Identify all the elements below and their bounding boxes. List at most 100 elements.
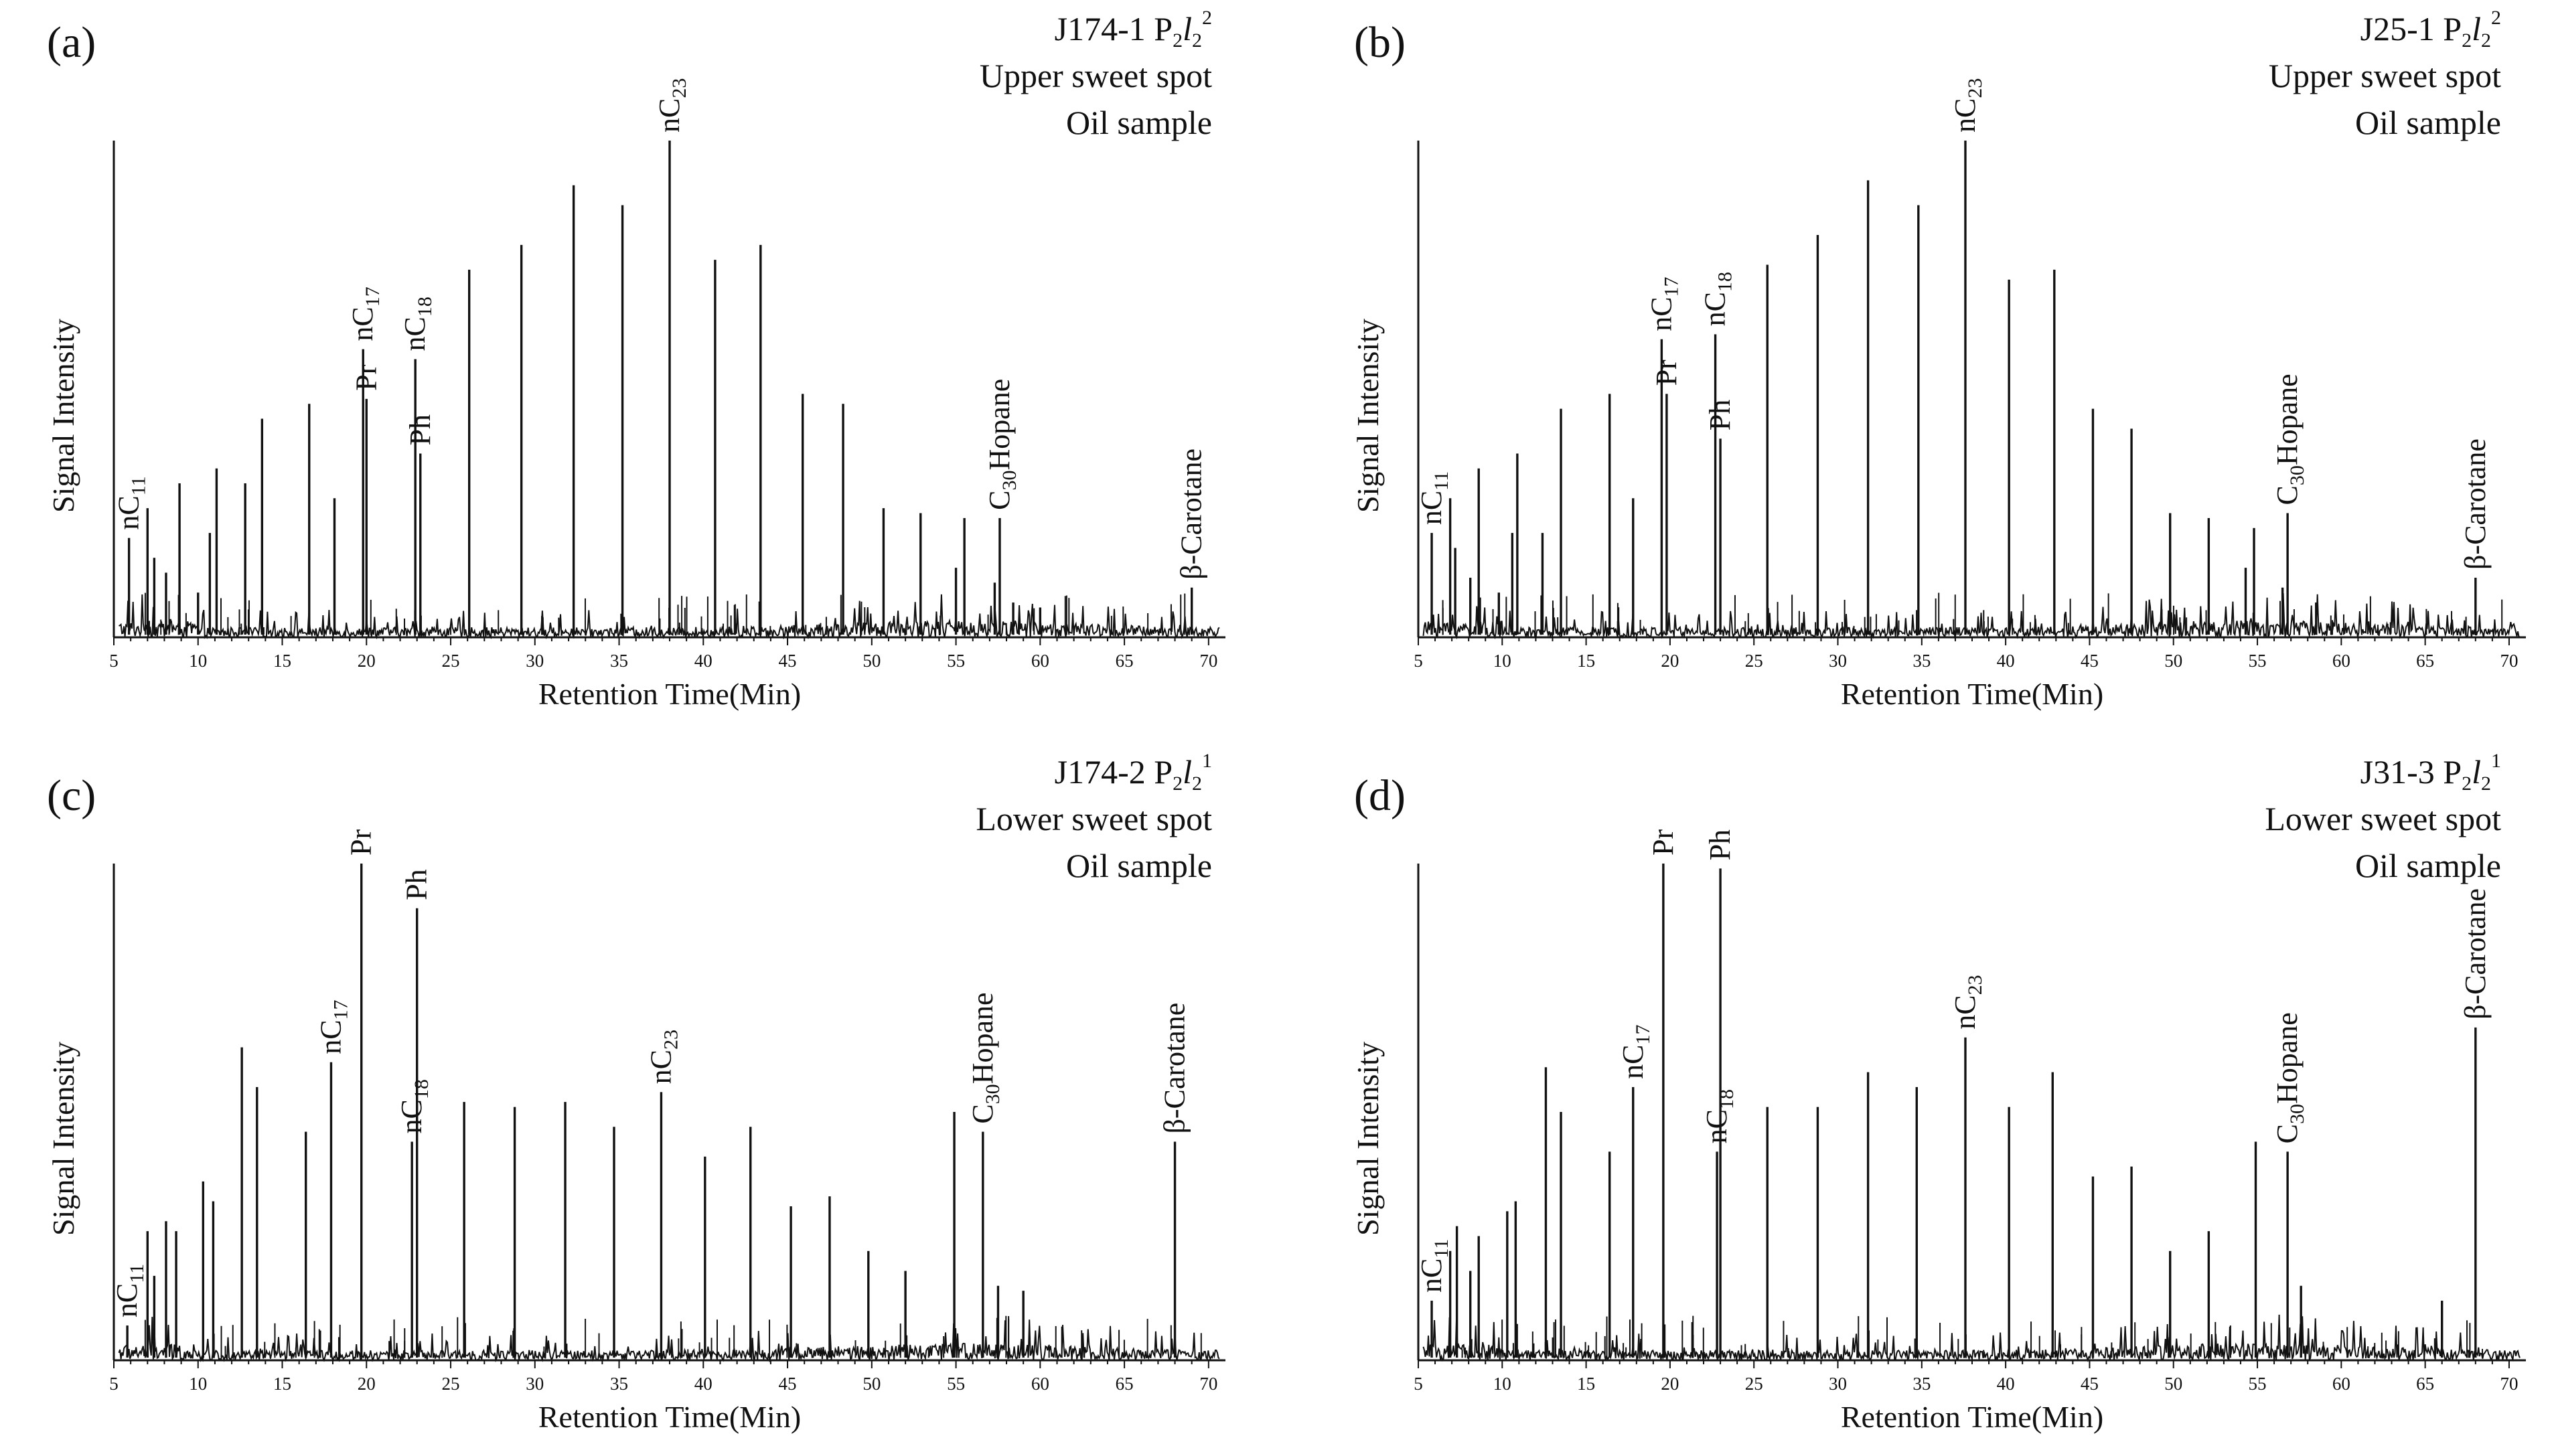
y-axis-title: Signal Intensity: [1351, 319, 1385, 513]
x-tick-label: 10: [1493, 651, 1511, 671]
x-tick-label: 5: [109, 651, 119, 671]
peak-label: β-Carotane: [1175, 449, 1208, 580]
sample-title: J31-3 P2l21: [2360, 750, 2501, 795]
x-tick-label: 60: [1031, 651, 1049, 671]
x-tick-label: 35: [1912, 651, 1931, 671]
peak-label: β-Carotane: [1158, 1003, 1191, 1134]
peak-label: Pr: [350, 364, 382, 390]
y-axis-title: Signal Intensity: [46, 1042, 80, 1236]
peak-label: β-Carotane: [2459, 438, 2492, 570]
x-tick-label: 20: [1661, 651, 1679, 671]
peak-label: C30Hopane: [2271, 374, 2308, 505]
x-tick-label: 55: [947, 651, 965, 671]
peak-label: C30Hopane: [2271, 1012, 2308, 1143]
peak-label: Ph: [1704, 829, 1736, 860]
x-tick-label: 45: [2081, 1374, 2099, 1394]
x-tick-label: 55: [2249, 1374, 2267, 1394]
sweet-spot-label: Lower sweet spot: [976, 800, 1212, 837]
y-axis-title: Signal Intensity: [1351, 1042, 1385, 1236]
x-tick-label: 25: [1745, 651, 1763, 671]
x-tick-label: 50: [862, 1374, 881, 1394]
sweet-spot-label: Lower sweet spot: [2265, 800, 2501, 837]
peak-label: nC18: [1700, 1089, 1738, 1143]
peak-label: nC23: [1949, 975, 1986, 1029]
x-tick-label: 65: [1116, 651, 1134, 671]
x-tick-label: 35: [610, 1374, 628, 1394]
peak-label: Pr: [345, 829, 378, 856]
x-tick-label: 40: [694, 651, 712, 671]
x-tick-label: 5: [1414, 1374, 1423, 1394]
sample-title: J25-1 P2l22: [2360, 7, 2501, 52]
x-tick-label: 25: [1745, 1374, 1763, 1394]
sample-type-label: Oil sample: [2355, 847, 2501, 884]
peak-label: nC18: [398, 297, 436, 351]
x-tick-label: 30: [1829, 1374, 1847, 1394]
peak-label: nC11: [1415, 1239, 1452, 1293]
x-tick-label: 60: [2332, 651, 2350, 671]
x-tick-label: 15: [273, 1374, 291, 1394]
x-tick-label: 60: [2332, 1374, 2350, 1394]
sample-type-label: Oil sample: [2355, 104, 2501, 141]
x-tick-label: 55: [2249, 651, 2267, 671]
x-tick-label: 40: [1997, 1374, 2015, 1394]
sweet-spot-label: Upper sweet spot: [2269, 57, 2501, 94]
peak-label: Pr: [1647, 829, 1679, 856]
x-tick-label: 30: [1829, 651, 1847, 671]
x-tick-label: 65: [1116, 1374, 1134, 1394]
x-tick-label: 45: [2081, 651, 2099, 671]
peak-label: nC23: [644, 1030, 682, 1084]
peak-label: nC17: [346, 287, 384, 341]
chromatogram-panel-3: (c) J174-2 P2l21 Lower sweet spot Oil sampl…: [46, 750, 1225, 1434]
x-tick-label: 15: [273, 651, 291, 671]
peak-label: nC11: [112, 476, 150, 530]
x-tick-label: 50: [862, 651, 881, 671]
x-tick-label: 40: [694, 1374, 712, 1394]
panel-letter: (c): [47, 771, 96, 820]
sweet-spot-label: Upper sweet spot: [980, 57, 1212, 94]
peak-label: Ph: [1704, 400, 1736, 430]
peak-label: nC18: [395, 1079, 433, 1133]
panel-letter: (d): [1354, 771, 1406, 820]
x-tick-label: 30: [526, 651, 544, 671]
x-tick-label: 35: [610, 651, 628, 671]
peak-label: nC18: [1699, 272, 1736, 326]
peak-label: Ph: [404, 414, 437, 445]
x-axis-title: Retention Time(Min): [1841, 1400, 2103, 1434]
x-axis-title: Retention Time(Min): [538, 677, 801, 711]
x-tick-label: 70: [2500, 1374, 2518, 1394]
x-tick-label: 50: [2164, 651, 2182, 671]
sample-type-label: Oil sample: [1066, 104, 1212, 141]
x-tick-label: 50: [2164, 1374, 2182, 1394]
x-tick-label: 45: [779, 651, 797, 671]
peak-label: nC17: [314, 999, 352, 1054]
peak-label: Ph: [400, 869, 433, 900]
x-tick-label: 65: [2416, 651, 2434, 671]
chromatogram-panel-2: (b) J25-1 P2l22 Upper sweet spot Oil sample…: [1351, 7, 2526, 711]
x-tick-label: 25: [442, 651, 460, 671]
baseline-trace: [1422, 1314, 2521, 1363]
panel-letter: (a): [47, 18, 96, 67]
x-tick-label: 10: [189, 651, 207, 671]
baseline-trace: [1422, 593, 2521, 640]
x-tick-label: 30: [526, 1374, 544, 1394]
peak-label: nC17: [1617, 1025, 1654, 1079]
x-tick-label: 10: [1493, 1374, 1511, 1394]
sample-title: J174-2 P2l21: [1055, 750, 1212, 795]
x-axis-title: Retention Time(Min): [1841, 677, 2103, 711]
x-tick-label: 5: [1414, 651, 1423, 671]
peak-label: β-Carotane: [2459, 888, 2492, 1020]
x-tick-label: 60: [1031, 1374, 1049, 1394]
x-tick-label: 70: [2500, 651, 2518, 671]
peak-label: nC23: [1949, 78, 1986, 133]
peak-label: nC11: [110, 1264, 148, 1317]
peak-label: Pr: [1650, 359, 1683, 386]
x-tick-label: 25: [442, 1374, 460, 1394]
peak-label: C30Hopane: [966, 992, 1004, 1123]
x-tick-label: 20: [1661, 1374, 1679, 1394]
panel-letter: (b): [1354, 18, 1406, 67]
peak-label: nC23: [653, 78, 690, 133]
x-tick-label: 55: [947, 1374, 965, 1394]
x-tick-label: 70: [1199, 651, 1217, 671]
x-tick-label: 40: [1997, 651, 2015, 671]
